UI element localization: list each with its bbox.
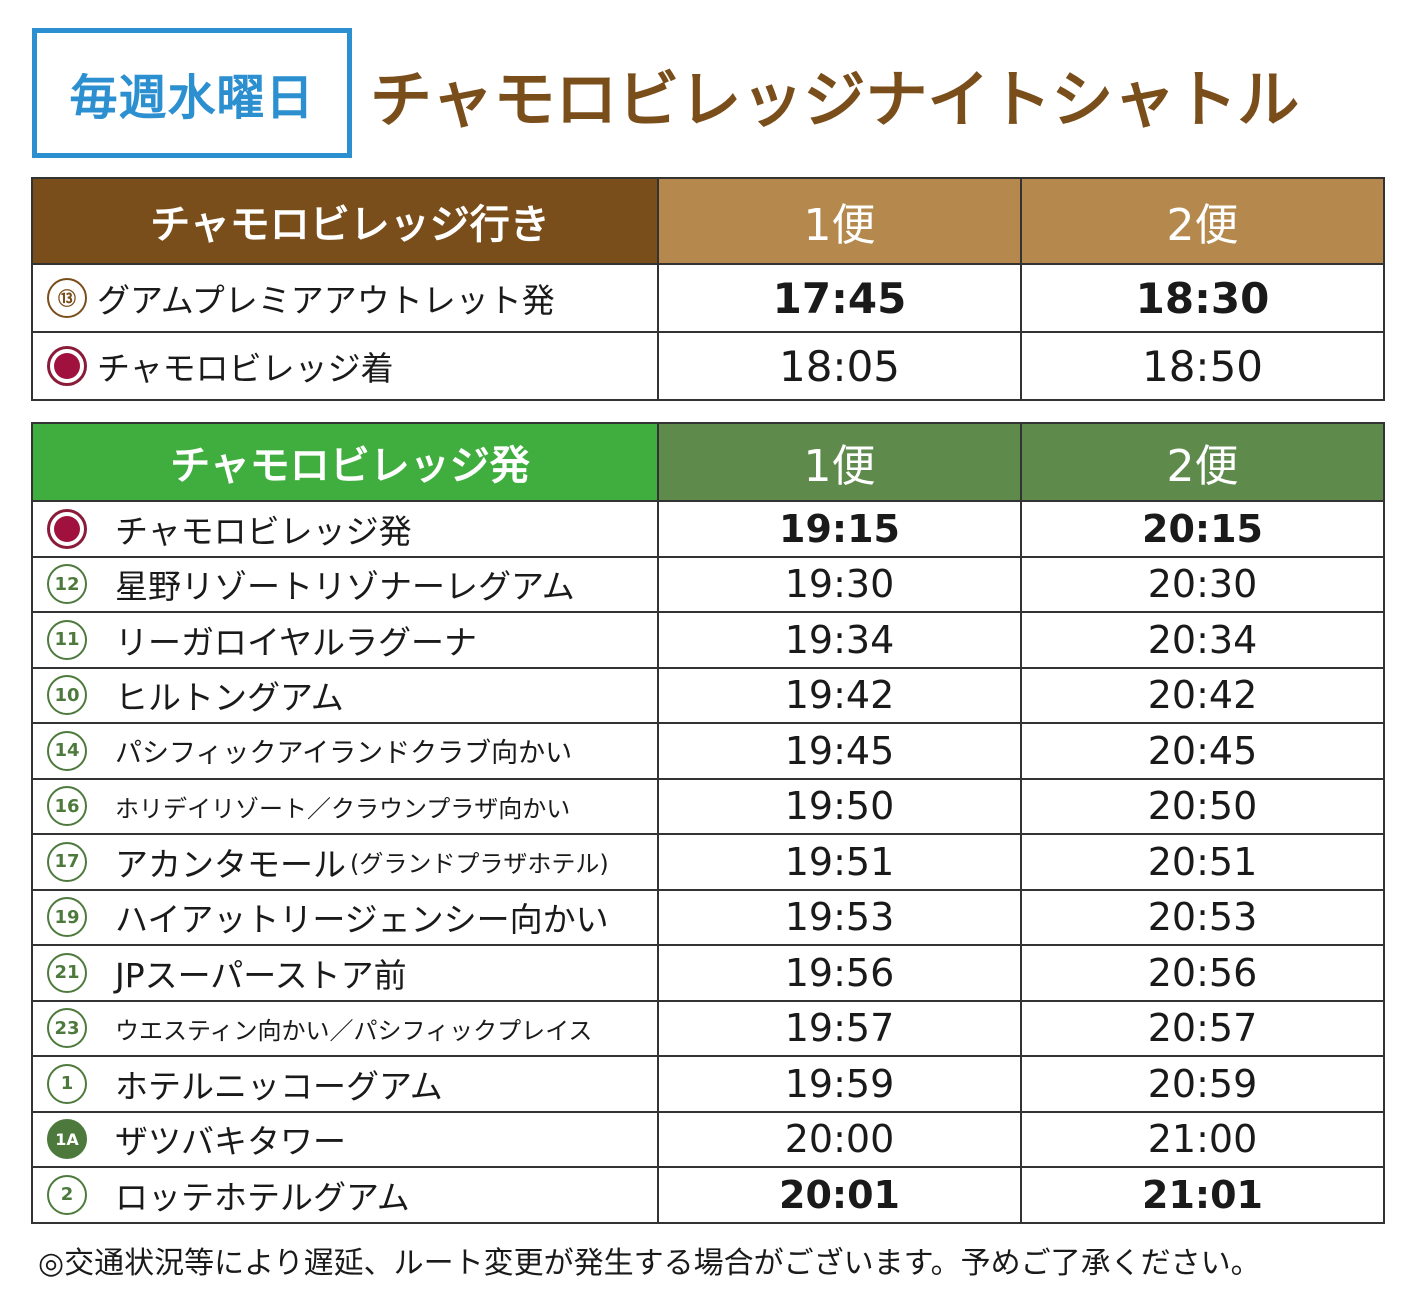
time-cell: 18:30 [1020,263,1385,333]
time-cell: 19:30 [657,555,1022,613]
stop-10-icon: 10 [47,675,87,716]
table-row: 10 ヒルトングアム 19:42 20:42 [31,666,1385,724]
stop-1a-icon: 1A [47,1119,87,1160]
time-cell: 20:53 [1020,888,1385,946]
time-cell: 19:42 [657,666,1022,724]
time-cell: 20:51 [1020,833,1385,891]
table-row: ⑬ グアムプレミアアウトレット発 17:45 18:30 [31,263,1385,333]
table-row: 2 ロッテホテルグアム 20:01 21:01 [31,1166,1385,1224]
table-row: 14 パシフィックアイランドクラブ向かい 19:45 20:45 [31,722,1385,780]
stop-name: ウエスティン向かい／パシフィックプレイス [115,1016,593,1045]
stop-23-icon: 23 [47,1008,87,1049]
time-cell: 20:01 [657,1166,1022,1224]
time-cell: 20:57 [1020,999,1385,1057]
time-cell: 20:30 [1020,555,1385,613]
stop-12-icon: 12 [47,564,87,605]
stop-11-icon: 11 [47,619,87,660]
time-cell: 18:05 [657,331,1022,401]
time-cell: 21:00 [1020,1110,1385,1168]
time-cell: 19:56 [657,944,1022,1002]
time-cell: 18:50 [1020,331,1385,401]
stop-note: (グランドプラザホテル) [350,850,609,879]
time-cell: 19:34 [657,611,1022,669]
table-row: 1A ザツバキタワー 20:00 21:00 [31,1110,1385,1168]
stop-14-icon: 14 [47,730,87,771]
stop-name: ヒルトングアム [115,678,344,718]
footnote: ◎交通状況等により遅延、ルート変更が発生する場合がございます。予めご了承ください… [38,1246,1261,1281]
outbound-col-2: 2便 [1020,177,1385,265]
time-cell: 20:15 [1020,500,1385,558]
table-row: 11 リーガロイヤルラグーナ 19:34 20:34 [31,611,1385,669]
table-row: チャモロビレッジ発 19:15 20:15 [31,500,1385,558]
time-cell: 19:45 [657,722,1022,780]
time-cell: 17:45 [657,263,1022,333]
village-icon [47,508,87,549]
stop-name: チャモロビレッジ発 [115,511,412,551]
outbound-timetable: チャモロビレッジ行き 1便 2便 ⑬ グアムプレミアアウトレット発 17:45 … [31,177,1385,401]
time-cell: 20:56 [1020,944,1385,1002]
time-cell: 20:34 [1020,611,1385,669]
stop-name: JPスーパーストア前 [115,955,407,995]
table-row: 16 ホリデイリゾート／クラウンプラザ向かい 19:50 20:50 [31,777,1385,835]
stop-name: ホリデイリゾート／クラウンプラザ向かい [115,794,571,823]
table-row: 19 ハイアットリージェンシー向かい 19:53 20:53 [31,888,1385,946]
stop-name: ロッテホテルグアム [115,1177,410,1217]
stop-name: ホテルニッコーグアム [115,1066,443,1106]
time-cell: 20:45 [1020,722,1385,780]
stop-name: アカンタモール [115,844,346,884]
time-cell: 20:00 [657,1110,1022,1168]
time-cell: 20:59 [1020,1055,1385,1113]
stop-19-icon: 19 [47,897,87,938]
return-col-1: 1便 [657,422,1022,502]
outbound-heading: チャモロビレッジ行き [31,177,659,265]
time-cell: 20:42 [1020,666,1385,724]
table-row: 1 ホテルニッコーグアム 19:59 20:59 [31,1055,1385,1113]
stop-name: ハイアットリージェンシー向かい [115,900,609,940]
time-cell: 19:53 [657,888,1022,946]
time-cell: 19:50 [657,777,1022,835]
day-badge: 毎週水曜日 [32,28,352,158]
stop-2-icon: 2 [47,1174,87,1215]
stop-name: 星野リゾートリゾナーレグアム [115,567,575,607]
stop-21-icon: 21 [47,952,87,993]
table-row: 17 アカンタモール (グランドプラザホテル) 19:51 20:51 [31,833,1385,891]
return-heading: チャモロビレッジ発 [31,422,659,502]
stop-name: パシフィックアイランドクラブ向かい [115,738,573,770]
time-cell: 21:01 [1020,1166,1385,1224]
return-col-2: 2便 [1020,422,1385,502]
time-cell: 19:15 [657,500,1022,558]
table-row: 23 ウエスティン向かい／パシフィックプレイス 19:57 20:57 [31,999,1385,1057]
outbound-col-1: 1便 [657,177,1022,265]
table-row: チャモロビレッジ着 18:05 18:50 [31,331,1385,401]
time-cell: 19:57 [657,999,1022,1057]
page-title: チャモロビレッジナイトシャトル [370,63,1300,136]
stop-13-icon: ⑬ [47,278,87,318]
village-icon [47,346,87,386]
table-row: 21 JPスーパーストア前 19:56 20:56 [31,944,1385,1002]
stop-name: チャモロビレッジ着 [97,349,394,388]
table-row: 12 星野リゾートリゾナーレグアム 19:30 20:30 [31,555,1385,613]
page-header: 毎週水曜日 チャモロビレッジナイトシャトル [32,28,1392,160]
time-cell: 20:50 [1020,777,1385,835]
stop-17-icon: 17 [47,841,87,882]
stop-name: グアムプレミアアウトレット発 [97,281,555,320]
outbound-header-row: チャモロビレッジ行き 1便 2便 [31,177,1385,265]
return-timetable: チャモロビレッジ発 1便 2便 チャモロビレッジ発 19:15 20:15 12… [31,422,1385,1224]
stop-1-icon: 1 [47,1063,87,1104]
stop-name: リーガロイヤルラグーナ [115,622,478,662]
time-cell: 19:59 [657,1055,1022,1113]
time-cell: 19:51 [657,833,1022,891]
stop-16-icon: 16 [47,786,87,827]
return-header-row: チャモロビレッジ発 1便 2便 [31,422,1385,502]
stop-name: ザツバキタワー [115,1122,346,1162]
